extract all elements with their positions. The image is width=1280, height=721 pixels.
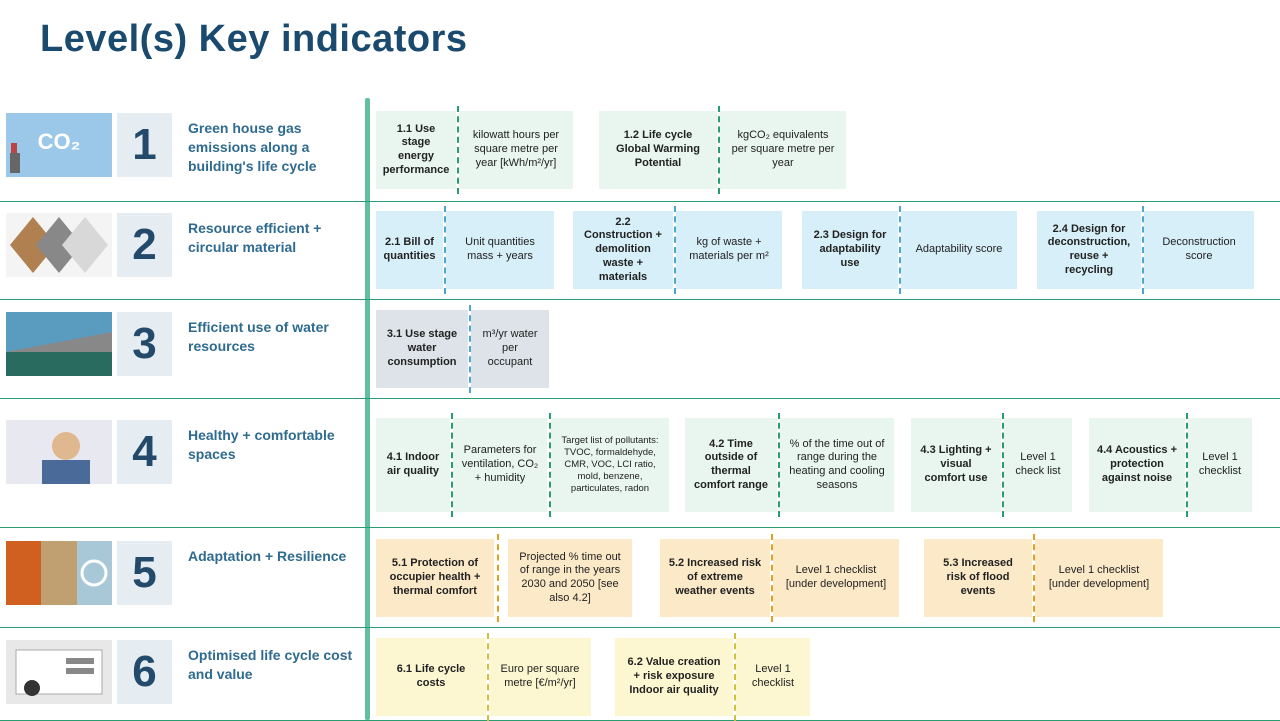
row-label: Efficient use of water resources [188,318,358,356]
indicator-card: Adaptability score [901,211,1017,289]
row-label: Green house gas emissions along a buildi… [188,119,358,176]
row-divider [0,201,1280,202]
card-separator [734,633,736,721]
row-divider [0,398,1280,399]
row-thumbnail [6,312,112,376]
row-label: Healthy + comfortable spaces [188,426,358,464]
row-number: 3 [117,312,172,376]
indicator-card: 2.3 Design for adaptability use [802,211,898,289]
row-thumbnail [6,541,112,605]
indicator-card: Unit quantities mass + years [446,211,554,289]
indicator-card: Level 1 checklist [736,638,810,716]
row-divider [0,627,1280,628]
indicator-card: 4.3 Lighting + visual comfort use [911,418,1001,512]
row-divider [0,527,1280,528]
indicator-card: Level 1 checklist [1188,418,1252,512]
card-separator [1142,206,1144,294]
card-separator [487,633,489,721]
indicator-card: Target list of pollutants: TVOC, formald… [551,418,669,512]
row-thumbnail: CO₂ [6,113,112,177]
card-separator [1033,534,1035,622]
row-label: Adaptation + Resilience [188,547,358,566]
indicator-card: Level 1 checklist [under development] [773,539,899,617]
indicator-card: kilowatt hours per square metre per year… [459,111,573,189]
indicator-card: 2.4 Design for deconstruction, reuse + r… [1037,211,1141,289]
row-divider [0,299,1280,300]
row-number: 1 [117,113,172,177]
card-separator [899,206,901,294]
indicator-card: 5.1 Protection of occupier health + ther… [376,539,494,617]
indicator-card: 3.1 Use stage water consumption [376,310,468,388]
row-label: Resource efficient + circular material [188,219,358,257]
row-label: Optimised life cycle cost and value [188,646,358,684]
indicator-card: m³/yr water per occupant [471,310,549,388]
indicator-card: % of the time out of range during the he… [780,418,894,512]
card-separator [457,106,459,194]
indicator-card: 4.1 Indoor air quality [376,418,450,512]
indicator-card: 1.2 Life cycle Global Warming Potential [599,111,717,189]
row-thumbnail [6,640,112,704]
card-separator [469,305,471,393]
indicator-card: 2.2 Construction + demolition waste + ma… [573,211,673,289]
indicator-card: Deconstruction score [1144,211,1254,289]
indicator-card: Euro per square metre [€/m²/yr] [489,638,591,716]
indicator-card: kg of waste + materials per m² [676,211,782,289]
indicator-card: 2.1 Bill of quantities [376,211,443,289]
indicator-card: kgCO₂ equivalents per square metre per y… [720,111,846,189]
row-number: 5 [117,541,172,605]
card-separator [778,413,780,517]
indicator-card: Level 1 checklist [under development] [1035,539,1163,617]
card-separator [1186,413,1188,517]
row-thumbnail [6,420,112,484]
card-separator [549,413,551,517]
indicator-card: 5.2 Increased risk of extreme weather ev… [660,539,770,617]
indicator-card: 5.3 Increased risk of flood events [924,539,1032,617]
indicator-card: 4.4 Acoustics + protection against noise [1089,418,1185,512]
card-separator [718,106,720,194]
row-thumbnail [6,213,112,277]
indicator-card: Parameters for ventilation, CO₂ + humidi… [453,418,547,512]
indicator-card: 4.2 Time outside of thermal comfort rang… [685,418,777,512]
indicator-card: 1.1 Use stage energy performance [376,111,456,189]
card-separator [771,534,773,622]
card-separator [497,534,499,622]
indicator-card: Level 1 check list [1004,418,1072,512]
page-title: Level(s) Key indicators [40,18,468,61]
svg-text:CO₂: CO₂ [38,129,81,154]
row-number: 4 [117,420,172,484]
card-separator [444,206,446,294]
indicator-card: 6.2 Value creation + risk exposure Indoo… [615,638,733,716]
card-separator [674,206,676,294]
indicator-card: 6.1 Life cycle costs [376,638,486,716]
card-separator [1002,413,1004,517]
card-separator [451,413,453,517]
row-number: 6 [117,640,172,704]
row-number: 2 [117,213,172,277]
indicator-card: Projected % time out of range in the yea… [508,539,632,617]
